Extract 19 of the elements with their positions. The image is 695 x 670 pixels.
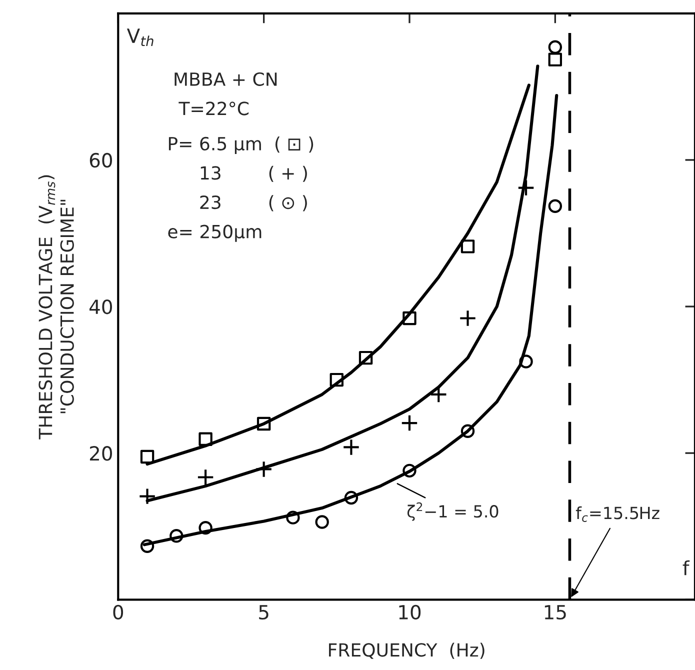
y-tick-label: 60 xyxy=(90,152,112,168)
x-tick-label: 15 xyxy=(544,605,566,620)
annotation: e= 250µm xyxy=(168,224,262,242)
y-axis-title: THRESHOLD VOLTAGE (V$_{rms}$) "CONDUCTION REGIME" xyxy=(38,175,74,440)
annotation: V$_{th}$ xyxy=(126,28,154,46)
annotation: 23 ( ⊙ ) xyxy=(200,195,307,212)
x-tick-label: 5 xyxy=(259,605,268,620)
annotation: T=22°C xyxy=(178,102,249,116)
annotation: f xyxy=(682,560,690,576)
x-tick-label: 0 xyxy=(113,604,124,620)
y-tick-label: 40 xyxy=(89,299,112,314)
y-tick-label: 20 xyxy=(90,446,112,461)
annotation: 13 ( + ) xyxy=(200,166,307,182)
annotation: P= 6.5 µm ( ⊡ ) xyxy=(168,136,314,154)
ref-line-label: f$_{c}$=15.5Hz xyxy=(576,506,660,522)
annotation: MBBA + CN xyxy=(174,72,277,86)
x-tick-label: 10 xyxy=(399,604,421,620)
annotation: ζ$^{2}$−1 = 5.0 xyxy=(407,502,498,521)
x-axis-title: FREQUENCY (Hz) xyxy=(329,642,484,659)
